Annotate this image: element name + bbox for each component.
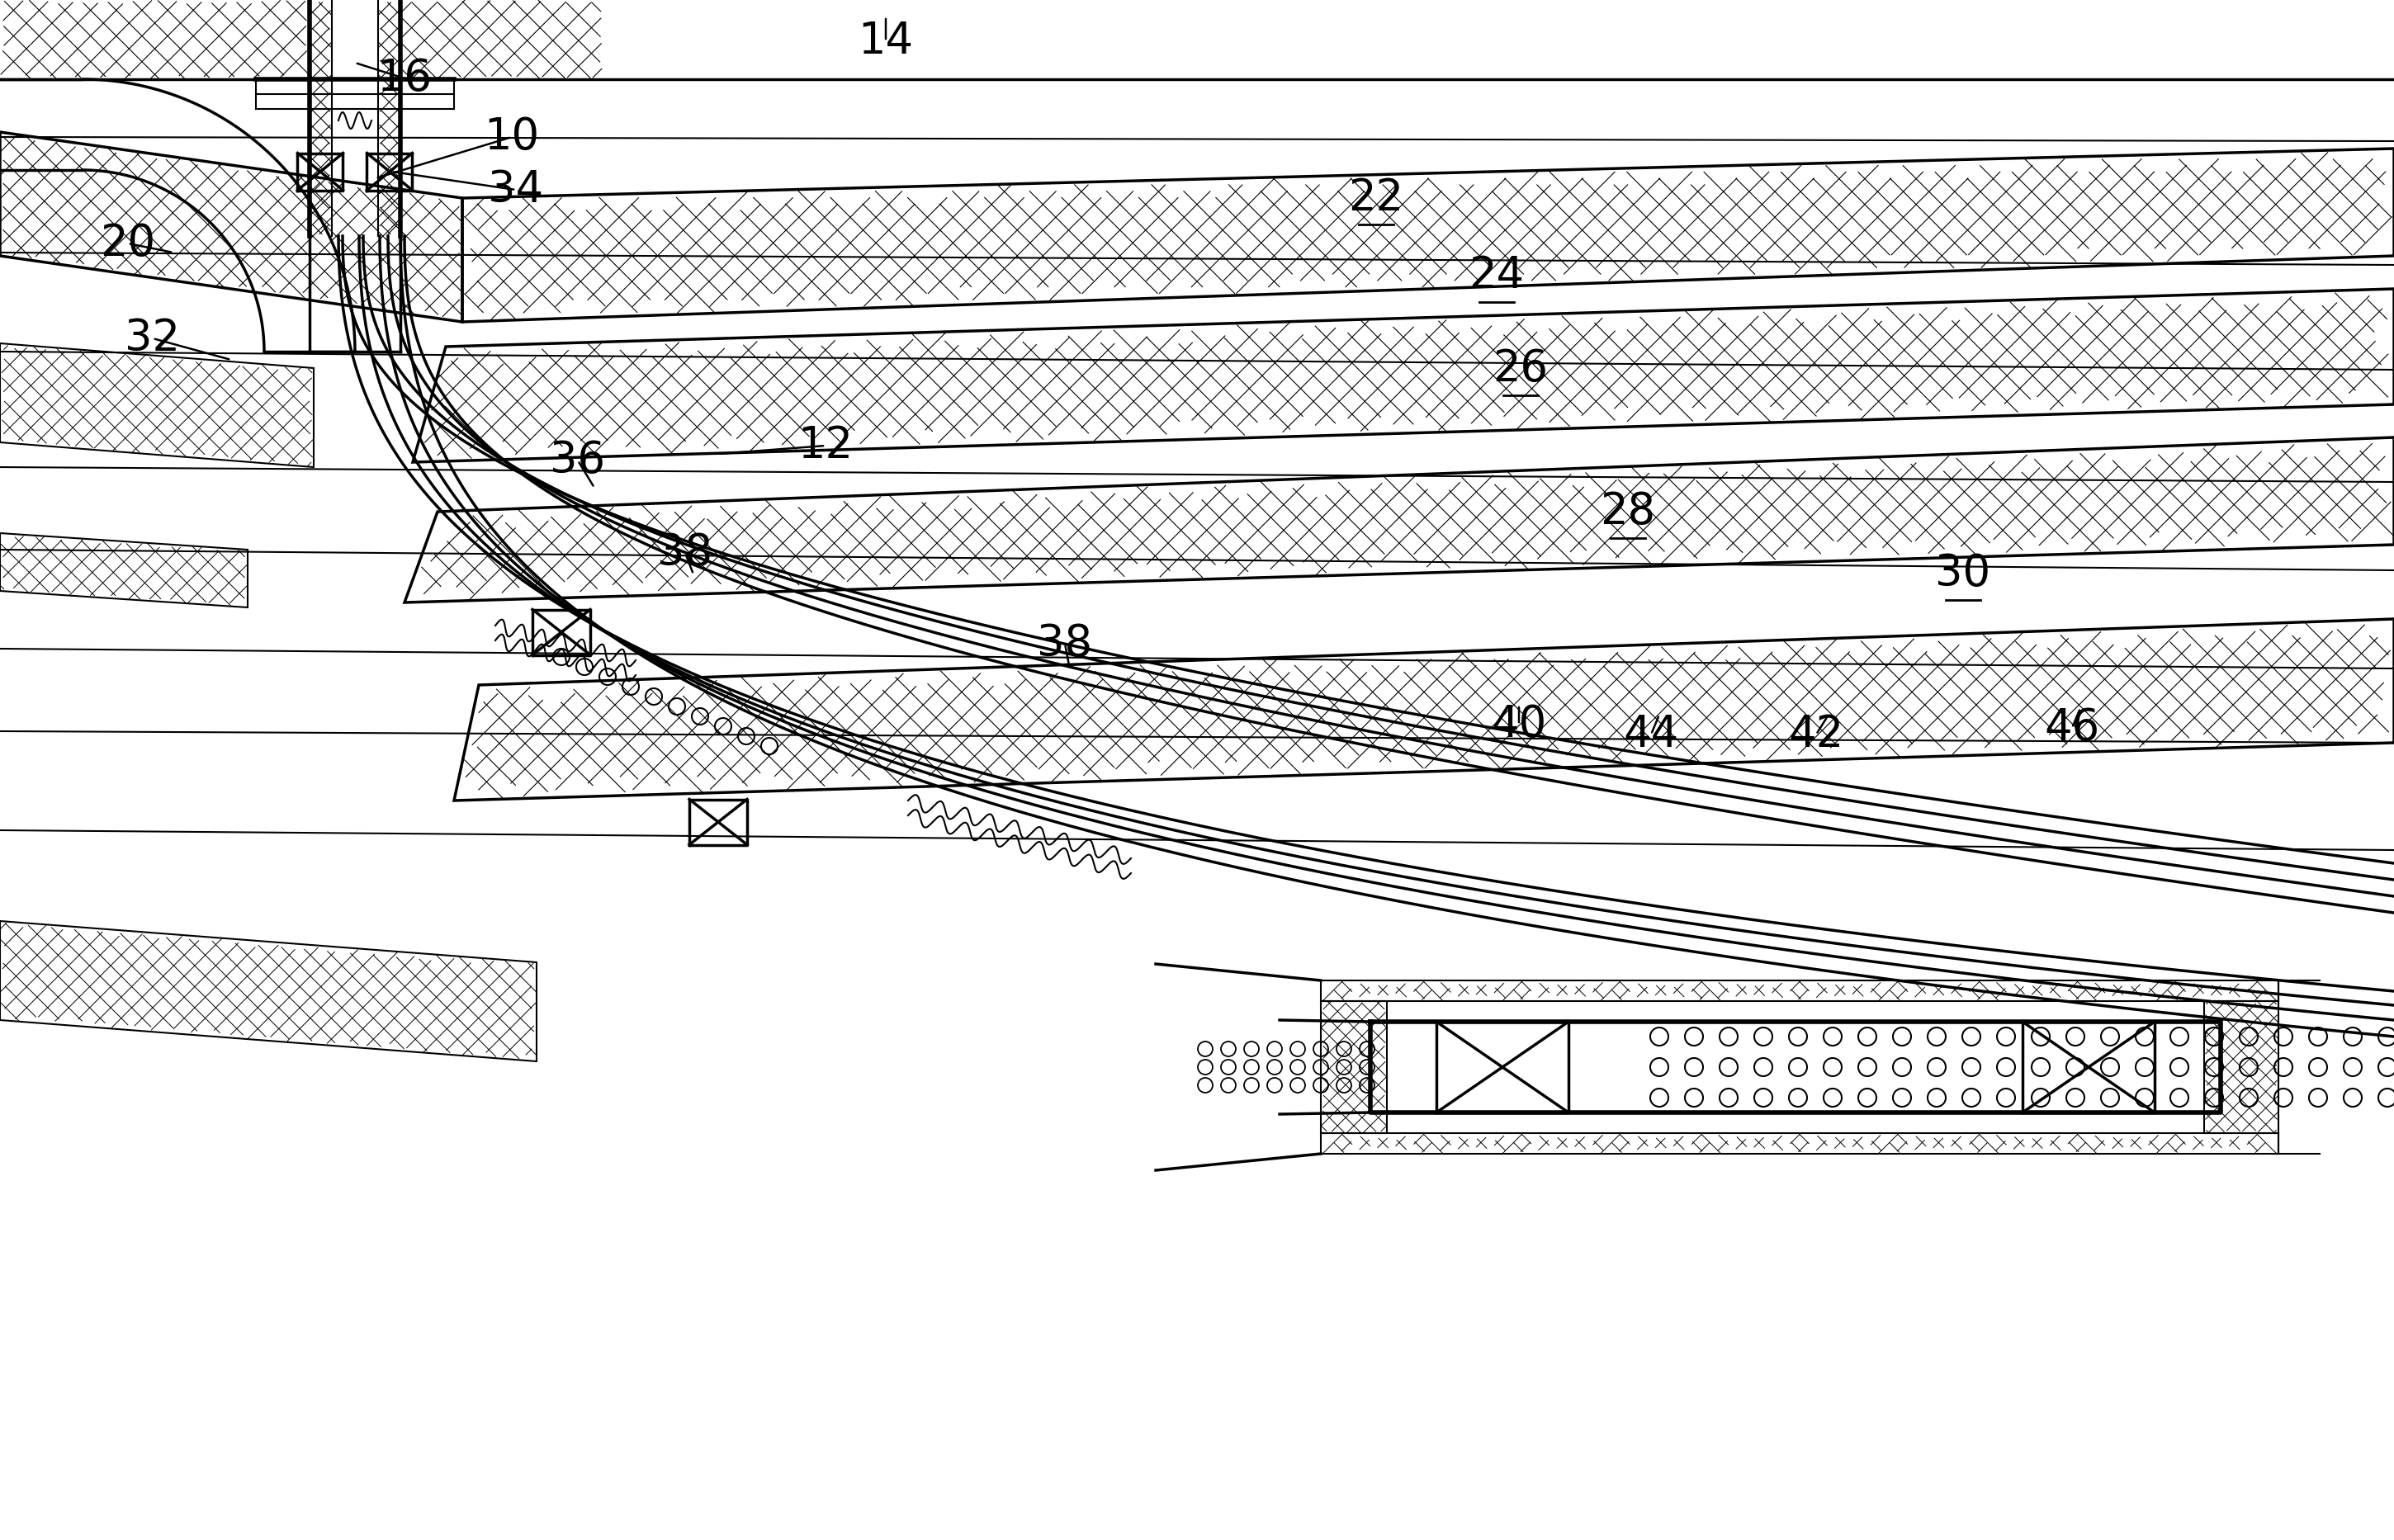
Text: 40: 40 — [1491, 704, 1547, 745]
Text: 38: 38 — [1037, 622, 1092, 665]
Text: 38: 38 — [658, 531, 713, 574]
Text: 46: 46 — [2044, 707, 2100, 750]
Text: 28: 28 — [1599, 490, 1657, 533]
Text: 26: 26 — [1494, 348, 1549, 390]
Text: 20: 20 — [101, 222, 156, 265]
Text: 30: 30 — [1934, 553, 1992, 594]
Text: 32: 32 — [124, 317, 180, 360]
Text: 34: 34 — [488, 168, 543, 211]
Text: 22: 22 — [1348, 177, 1403, 220]
Text: 14: 14 — [857, 20, 915, 63]
Text: 42: 42 — [1788, 713, 1843, 756]
Text: 12: 12 — [797, 424, 852, 467]
Text: 36: 36 — [551, 439, 606, 482]
Text: 24: 24 — [1470, 254, 1525, 297]
Text: 44: 44 — [1623, 713, 1678, 756]
Text: 10: 10 — [484, 115, 539, 159]
Text: 16: 16 — [376, 57, 433, 100]
